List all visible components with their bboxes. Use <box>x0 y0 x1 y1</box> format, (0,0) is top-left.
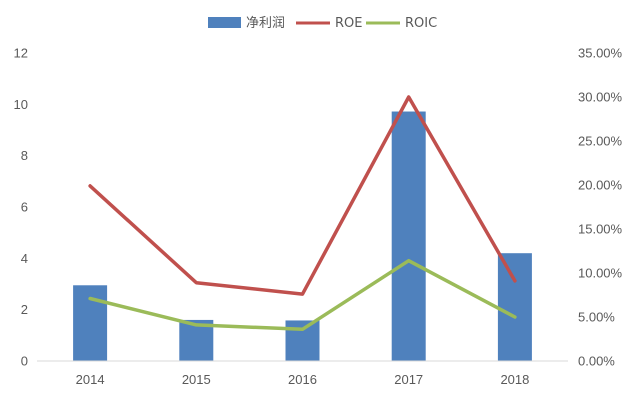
left-axis-tick-label: 8 <box>21 148 28 163</box>
bar-net-profit <box>73 285 108 361</box>
line-roe <box>88 95 517 296</box>
left-axis-tick-label: 0 <box>21 354 28 369</box>
line-roic <box>88 258 517 332</box>
x-axis-ticks: 2014 2015 2016 2017 2018 <box>76 372 530 387</box>
x-axis-tick-label: 2017 <box>394 372 423 387</box>
left-axis-tick-label: 2 <box>21 302 28 317</box>
x-axis-tick-label: 2016 <box>288 372 317 387</box>
x-axis-tick-label: 2018 <box>500 372 529 387</box>
legend-label-roic: ROIC <box>405 16 437 31</box>
legend: 净利润 ROE ROIC <box>208 16 437 31</box>
bar-net-profit <box>285 320 320 361</box>
legend-swatch-net-profit <box>208 17 241 28</box>
left-axis-ticks: 0 2 4 6 8 10 12 <box>14 46 28 369</box>
legend-label-net-profit: 净利润 <box>246 16 285 31</box>
left-axis-tick-label: 12 <box>14 46 28 61</box>
right-axis-tick-label: 5.00% <box>578 310 615 325</box>
x-axis-tick-label: 2015 <box>182 372 211 387</box>
right-axis-tick-label: 10.00% <box>578 266 623 281</box>
left-axis-tick-label: 4 <box>21 251 28 266</box>
left-axis-tick-label: 10 <box>14 97 28 112</box>
ratio-lines <box>88 95 517 332</box>
right-axis-tick-label: 25.00% <box>578 134 623 149</box>
right-axis-ticks: 0.00% 5.00% 10.00% 15.00% 20.00% 25.00% 30.00%… <box>578 46 623 369</box>
left-axis-tick-label: 6 <box>21 200 28 215</box>
right-axis-tick-label: 35.00% <box>578 46 623 61</box>
bar-net-profit <box>497 253 532 361</box>
right-axis-tick-label: 0.00% <box>578 354 615 369</box>
right-axis-tick-label: 15.00% <box>578 222 623 237</box>
right-axis-tick-label: 30.00% <box>578 90 623 105</box>
net-profit-bars <box>73 111 532 362</box>
legend-label-roe: ROE <box>335 16 362 31</box>
x-axis-tick-label: 2014 <box>76 372 105 387</box>
bar-net-profit <box>391 111 426 362</box>
right-axis-tick-label: 20.00% <box>578 178 623 193</box>
